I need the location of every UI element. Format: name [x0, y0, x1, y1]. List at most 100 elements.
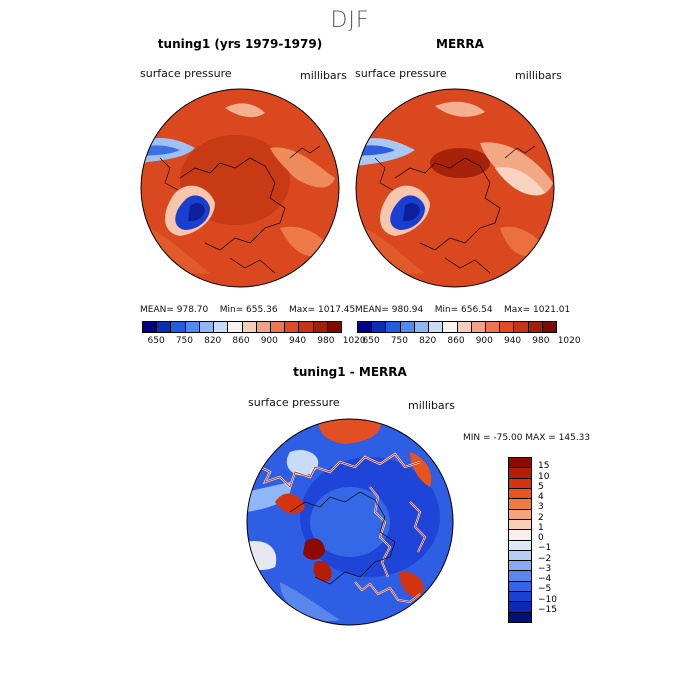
- colorbar-swatch: [509, 612, 531, 622]
- colorbar-tick-label: 980: [532, 336, 550, 346]
- colorbar-swatch: [199, 322, 215, 332]
- colorbar-swatch: [143, 322, 158, 332]
- panel3-variable-label: surface pressure: [248, 396, 340, 409]
- polar-map-merra: [355, 88, 555, 288]
- colorbar-panel2-ticks: 650 750 820 860 900 940 980 1020: [357, 336, 581, 348]
- colorbar-swatch: [509, 592, 531, 603]
- colorbar-panel2: [357, 321, 557, 333]
- colorbar-swatch: [509, 561, 531, 572]
- colorbar-panel1-ticks: 650 750 820 860 900 940 980 1020: [142, 336, 366, 348]
- colorbar-tick-label: 820: [204, 336, 222, 346]
- polar-map-difference: [246, 418, 454, 626]
- colorbar-tick-label: 4: [538, 492, 544, 502]
- panel2-mean: MEAN= 980.94: [355, 305, 424, 315]
- colorbar-swatch: [509, 458, 531, 469]
- colorbar-swatch: [500, 322, 515, 332]
- panel2-units-label: millibars: [515, 69, 562, 82]
- panel1-max: Max= 1017.45: [289, 305, 356, 315]
- colorbar-swatch: [157, 322, 172, 332]
- colorbar-swatch: [313, 322, 328, 332]
- panel2-variable-label: surface pressure: [355, 67, 447, 80]
- colorbar-swatch: [509, 519, 531, 531]
- colorbar-tick-label: 940: [503, 336, 522, 346]
- colorbar-swatch: [372, 322, 387, 332]
- colorbar-tick-label: 5: [538, 481, 544, 492]
- panel1-title: tuning1 (yrs 1979-1979): [157, 37, 323, 51]
- colorbar-swatch: [256, 322, 271, 332]
- colorbar-swatch: [509, 581, 531, 593]
- colorbar-tick-label: 820: [419, 336, 437, 346]
- colorbar-swatch: [509, 499, 531, 510]
- colorbar-swatch: [214, 322, 229, 332]
- colorbar-tick-label: 900: [475, 336, 493, 346]
- panel2-title: MERRA: [436, 37, 484, 51]
- colorbar-swatch: [514, 322, 529, 332]
- colorbar-tick-label: 1020: [557, 336, 581, 346]
- colorbar-swatch: [509, 509, 531, 520]
- colorbar-swatch: [299, 322, 314, 332]
- colorbar-swatch: [185, 322, 200, 332]
- panel2-min: Min= 656.54: [434, 305, 493, 315]
- colorbar-swatch: [171, 322, 186, 332]
- colorbar-tick-label: 750: [175, 336, 194, 346]
- colorbar-tick-label: 0: [538, 533, 544, 543]
- colorbar-tick-label: 900: [260, 336, 278, 346]
- colorbar-panel1: [142, 321, 342, 333]
- colorbar-swatch: [509, 602, 531, 613]
- colorbar-tick-label: −15: [538, 604, 557, 615]
- colorbar-swatch: [327, 322, 342, 332]
- colorbar-swatch: [509, 540, 531, 551]
- panel1-mean: MEAN= 978.70: [140, 305, 209, 315]
- colorbar-swatch: [509, 550, 531, 562]
- colorbar-swatch: [386, 322, 401, 332]
- colorbar-tick-label: 860: [447, 336, 465, 346]
- colorbar-swatch: [285, 322, 300, 332]
- colorbar-swatch: [542, 322, 557, 332]
- colorbar-swatch: [509, 571, 531, 582]
- colorbar-tick-label: 940: [288, 336, 307, 346]
- colorbar-swatch: [485, 322, 501, 332]
- colorbar-tick-label: 650: [362, 336, 380, 346]
- panel1-units-label: millibars: [300, 69, 347, 82]
- colorbar-swatch: [457, 322, 472, 332]
- colorbar-tick-label: −1: [538, 543, 552, 554]
- colorbar-tick-label: −10: [538, 594, 557, 605]
- colorbar-tick-label: 1020: [342, 336, 366, 346]
- colorbar-swatch: [471, 322, 486, 332]
- panel1-variable-label: surface pressure: [140, 67, 232, 80]
- colorbar-tick-label: 3: [538, 502, 544, 513]
- colorbar-swatch: [509, 478, 531, 489]
- colorbar-swatch: [228, 322, 243, 332]
- colorbar-tick-label: 750: [390, 336, 409, 346]
- colorbar-swatch: [270, 322, 286, 332]
- colorbar-swatch: [443, 322, 458, 332]
- colorbar-swatch: [509, 530, 531, 541]
- colorbar-swatch: [528, 322, 543, 332]
- panel1-min: Min= 655.36: [219, 305, 278, 315]
- colorbar-tick-label: 10: [538, 471, 550, 482]
- colorbar-tick-label: 860: [232, 336, 250, 346]
- colorbar-swatch: [358, 322, 373, 332]
- colorbar-swatch: [400, 322, 415, 332]
- colorbar-difference-ticks: 15 10 5 4 3 2 1 0 −1 −2 −3 −4 −5 −10 −15: [538, 457, 578, 621]
- colorbar-tick-label: 2: [538, 512, 544, 523]
- panel3-units-label: millibars: [408, 399, 455, 412]
- colorbar-tick-label: 15: [538, 461, 550, 472]
- colorbar-difference: [508, 457, 532, 623]
- colorbar-tick-label: −2: [538, 553, 552, 564]
- colorbar-swatch: [429, 322, 444, 332]
- colorbar-tick-label: −5: [538, 584, 552, 595]
- panel2-max: Max= 1021.01: [504, 305, 571, 315]
- polar-map-tuning1: [140, 88, 340, 288]
- panel3-title: tuning1 - MERRA: [293, 365, 407, 379]
- colorbar-tick-label: 650: [147, 336, 165, 346]
- colorbar-swatch: [414, 322, 430, 332]
- panel2-stats: MEAN= 980.94 Min= 656.54 Max= 1021.01: [355, 305, 570, 315]
- colorbar-swatch: [242, 322, 257, 332]
- colorbar-tick-label: 980: [317, 336, 335, 346]
- panel3-minmax: MIN = -75.00 MAX = 145.33: [463, 433, 591, 443]
- figure-title: DJF: [330, 8, 370, 33]
- colorbar-swatch: [509, 488, 531, 500]
- colorbar-tick-label: −3: [538, 563, 552, 574]
- panel1-stats: MEAN= 978.70 Min= 655.36 Max= 1017.45: [140, 305, 355, 315]
